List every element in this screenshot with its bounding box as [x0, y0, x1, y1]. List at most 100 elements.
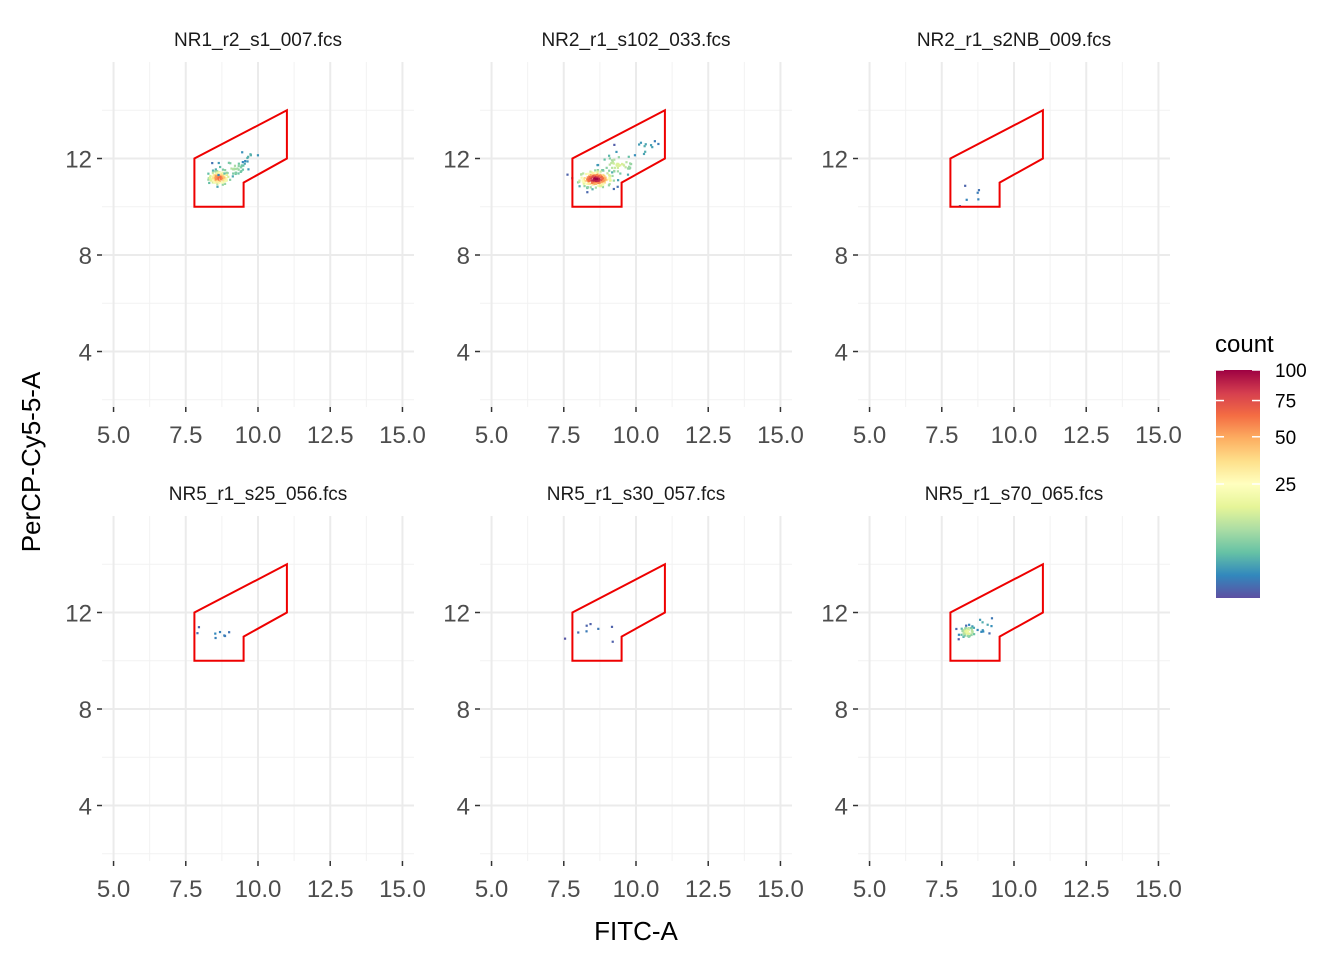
density-point — [639, 141, 643, 144]
density-point — [591, 188, 594, 191]
density-point — [243, 162, 246, 165]
density-point — [213, 174, 216, 177]
density-point — [625, 161, 628, 164]
density-point — [227, 161, 230, 164]
density-point — [223, 174, 226, 177]
panel-title: NR5_r1_s30_057.fcs — [547, 484, 726, 505]
density-point — [616, 164, 619, 167]
density-point — [603, 174, 606, 178]
density-point — [586, 176, 589, 179]
density-point — [222, 177, 226, 180]
x-tick-label: 10.0 — [235, 422, 282, 449]
density-point — [221, 168, 225, 171]
density-point — [197, 626, 201, 629]
gate-polygon — [949, 562, 1044, 662]
density-point — [638, 143, 641, 146]
density-point — [214, 178, 218, 181]
density-point — [977, 198, 980, 201]
density-point — [594, 178, 597, 181]
density-point — [220, 177, 223, 180]
density-point — [611, 171, 614, 174]
legend-tick-label: 75 — [1275, 392, 1296, 413]
x-tick-label: 15.0 — [1135, 422, 1182, 449]
density-point — [247, 155, 250, 158]
y-tick-label: 12 — [443, 147, 470, 174]
density-point — [964, 627, 967, 630]
density-point — [990, 617, 994, 620]
density-point — [593, 171, 596, 174]
density-point — [619, 172, 622, 175]
density-point — [617, 179, 620, 182]
density-point — [601, 186, 605, 189]
density-point — [585, 624, 588, 627]
density-point — [216, 169, 219, 173]
density-point — [611, 160, 614, 163]
x-tick-label: 15.0 — [757, 422, 804, 449]
density-point — [617, 156, 620, 159]
density-point — [600, 179, 603, 182]
density-point — [981, 621, 984, 624]
density-point — [223, 172, 226, 175]
density-point — [642, 152, 646, 156]
x-tick-label: 10.0 — [613, 422, 660, 449]
x-tick-label: 10.0 — [991, 876, 1038, 903]
density-point — [598, 183, 601, 186]
density-point — [608, 182, 611, 186]
density-point — [981, 629, 984, 632]
density-point — [249, 154, 253, 157]
density-point — [240, 165, 243, 168]
density-point — [597, 179, 601, 182]
density-point — [969, 626, 973, 630]
density-point — [616, 166, 619, 169]
density-point — [588, 182, 591, 186]
density-point — [211, 161, 214, 165]
density-point — [217, 181, 221, 185]
density-point — [603, 181, 607, 184]
density-point — [217, 178, 220, 181]
density-point — [581, 180, 584, 183]
density-point — [980, 630, 983, 633]
density-point — [970, 628, 973, 631]
y-tick-label: 4 — [457, 340, 470, 367]
density-point — [224, 172, 227, 175]
density-point — [968, 623, 971, 626]
density-point — [595, 176, 598, 179]
density-point — [207, 172, 210, 175]
density-point — [211, 175, 215, 179]
density-point — [957, 638, 960, 641]
density-point — [600, 175, 603, 179]
density-point — [211, 171, 214, 174]
density-point — [246, 160, 249, 163]
density-point — [644, 143, 647, 146]
density-point — [618, 164, 621, 167]
density-point — [596, 179, 599, 182]
panel-1: NR2_r1_s102_033.fcs 5.0 7.5 10.0 12.5 15.0 4 8 1… — [443, 30, 804, 449]
density-point — [602, 169, 605, 172]
x-tick-label: 7.5 — [547, 422, 580, 449]
density-point — [595, 174, 598, 177]
density-point — [256, 154, 260, 157]
density-point — [597, 184, 600, 187]
y-tick-label: 8 — [835, 697, 848, 724]
density-point — [587, 178, 590, 181]
density-point — [622, 164, 626, 167]
density-point — [213, 180, 216, 184]
density-point — [607, 184, 611, 187]
density-point — [595, 179, 598, 183]
y-tick-label: 12 — [821, 147, 848, 174]
y-tick-label: 8 — [79, 697, 92, 724]
density-point — [968, 635, 971, 638]
density-point — [588, 173, 591, 176]
density-point — [612, 179, 615, 182]
y-tick-label: 4 — [79, 340, 92, 367]
density-point — [576, 181, 580, 184]
y-tick-label: 12 — [821, 601, 848, 628]
density-point — [629, 162, 632, 165]
density-point — [582, 181, 586, 184]
density-point — [957, 633, 961, 636]
density-point — [613, 158, 616, 161]
density-point — [223, 634, 227, 638]
density-point — [990, 625, 993, 628]
density-point — [613, 170, 616, 173]
density-point — [563, 637, 567, 640]
